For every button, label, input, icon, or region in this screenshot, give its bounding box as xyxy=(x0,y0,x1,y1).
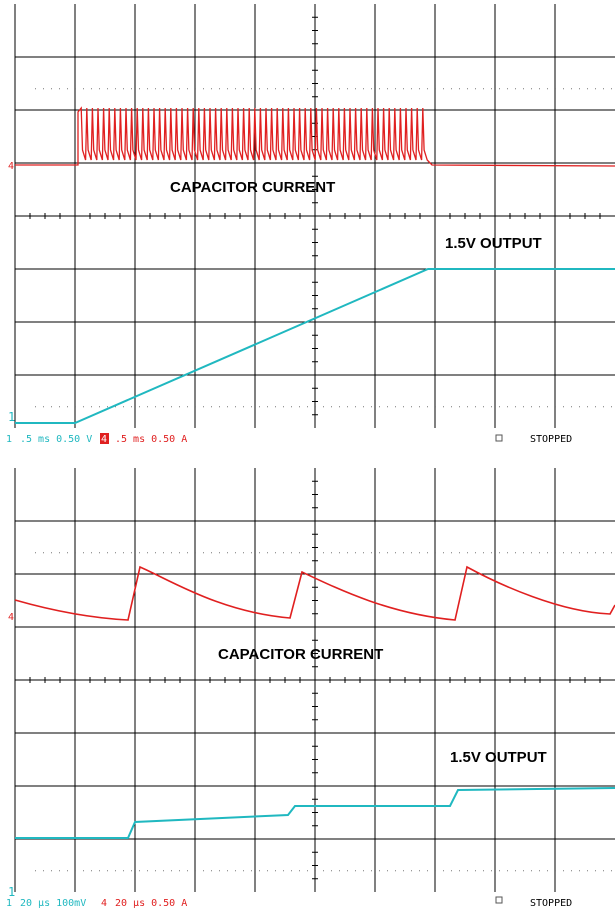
annotation: 1.5V OUTPUT xyxy=(450,749,547,766)
ch1-setting: 20 µs 100mV xyxy=(20,898,86,909)
annotation: 1.5V OUTPUT xyxy=(445,235,542,252)
scope-screen: CAPACITOR CURRENT 1.5V OUTPUT 4 1 1 .5 m… xyxy=(6,4,615,445)
status-box xyxy=(495,434,503,442)
ch4-setting: 20 µs 0.50 A xyxy=(115,898,187,909)
annotation: CAPACITOR CURRENT xyxy=(218,646,383,663)
ch4-label: 4 xyxy=(101,898,107,909)
ch1-label: 1 xyxy=(6,434,12,445)
status-box xyxy=(495,896,503,904)
state: STOPPED xyxy=(530,434,572,445)
ch4-marker: 4 xyxy=(8,612,14,623)
ch1-marker: 1 xyxy=(8,885,15,899)
ch4-trace xyxy=(14,565,615,621)
ch1-trace xyxy=(15,268,615,424)
ch4-trace xyxy=(15,106,615,167)
ch4-marker: 4 xyxy=(8,161,14,172)
ch4-setting: .5 ms 0.50 A xyxy=(115,434,187,445)
ch1-setting: .5 ms 0.50 V xyxy=(20,434,92,445)
ch1-label: 1 xyxy=(6,898,12,909)
ch1-marker: 1 xyxy=(8,410,15,424)
ch4-label: 4 xyxy=(101,434,107,445)
state: STOPPED xyxy=(530,898,572,909)
scope-screen: CAPACITOR CURRENT 1.5V OUTPUT 4 1 1 20 µ… xyxy=(6,468,615,909)
annotation: CAPACITOR CURRENT xyxy=(170,179,335,196)
ch4-box xyxy=(100,433,109,444)
ch1-trace xyxy=(15,787,615,839)
